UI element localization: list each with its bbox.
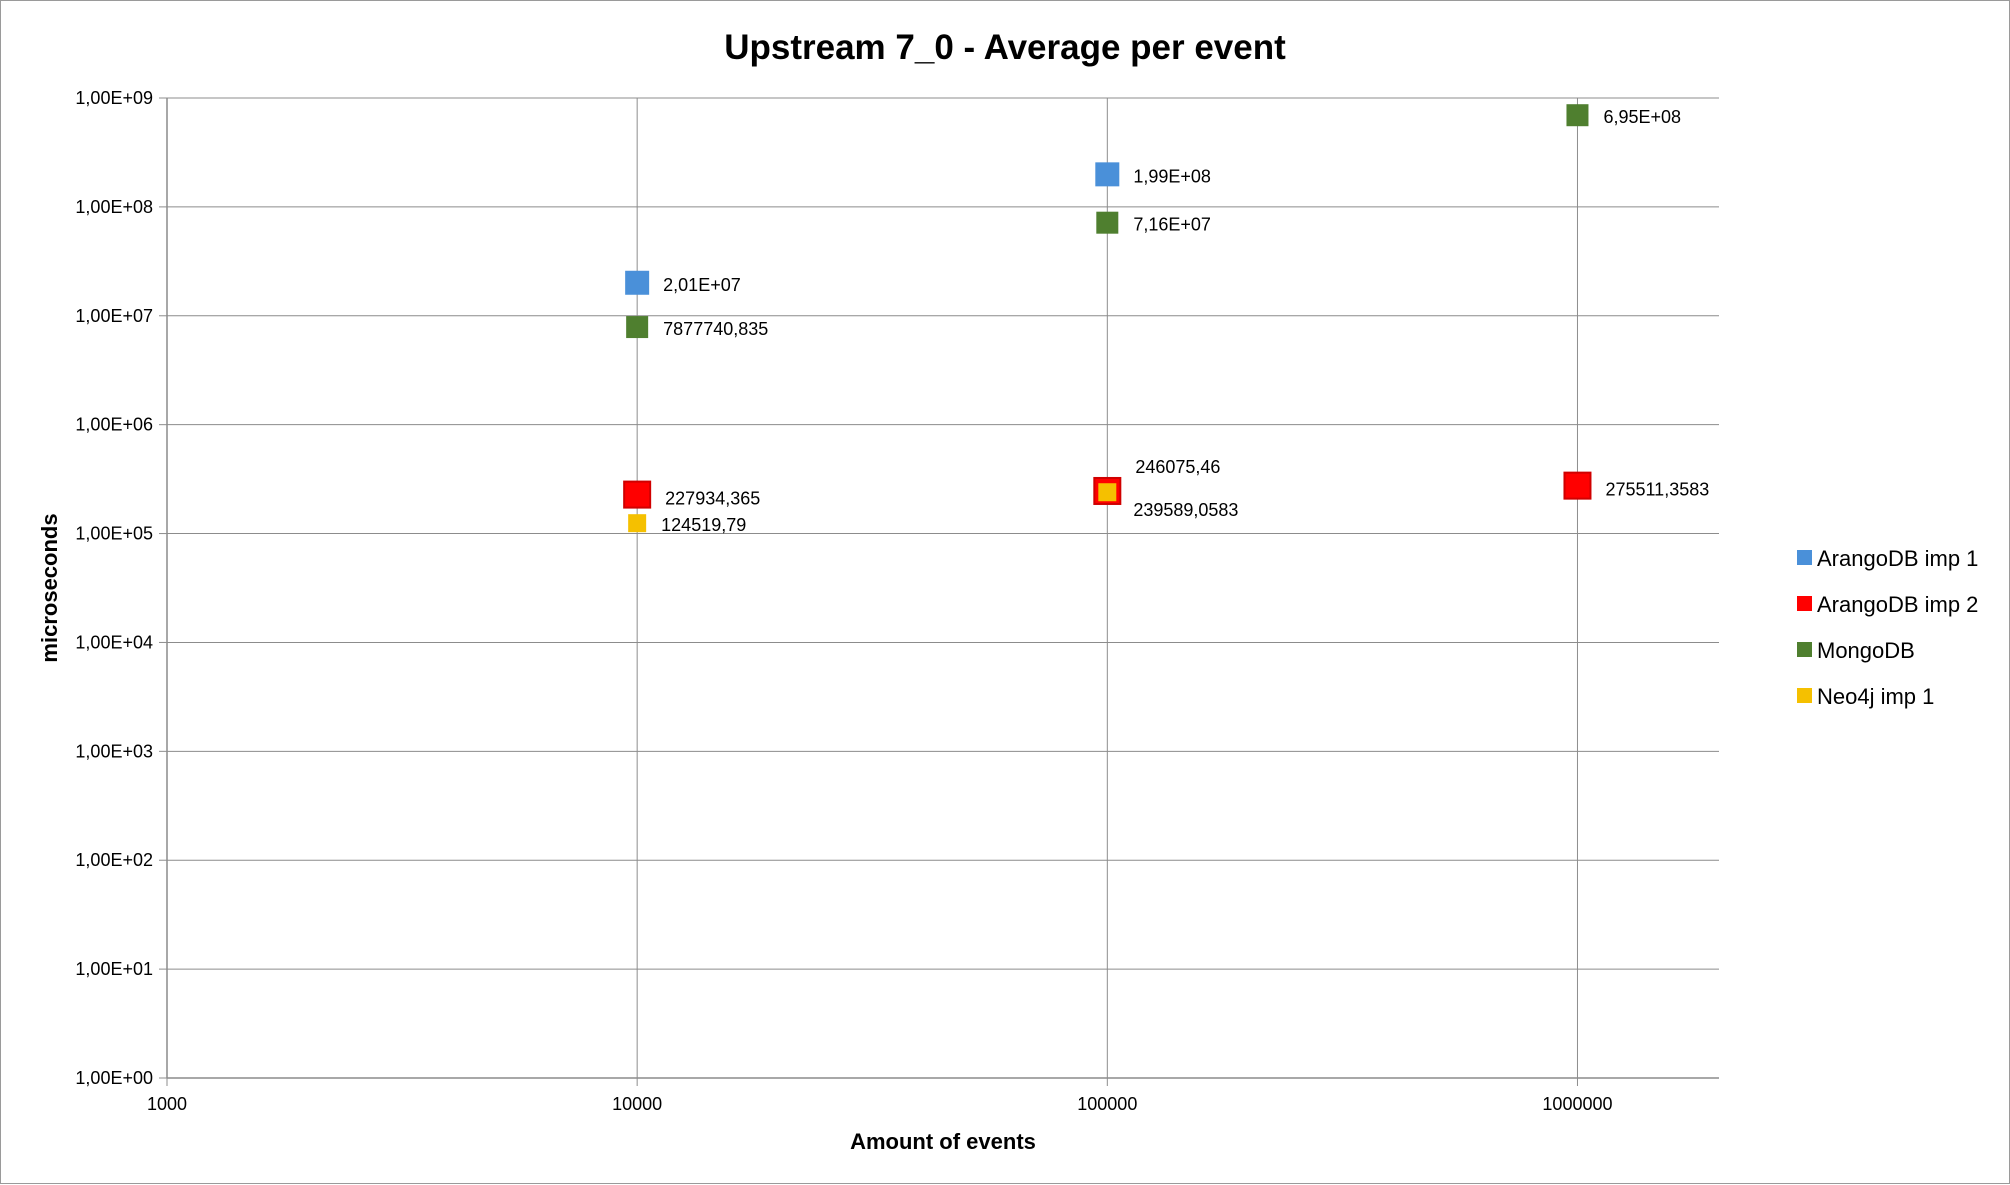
legend-label: MongoDB [1817,638,1915,663]
y-tick-label: 1,00E+05 [75,524,153,544]
y-tick-label: 1,00E+06 [75,415,153,435]
legend-swatch [1797,550,1812,565]
data-label: 124519,79 [661,515,746,535]
marker-arangodb-imp-1 [625,270,650,295]
data-labels: 2,01E+07 1,99E+08 227934,365 246075,46 27551… [661,107,1709,535]
marker-arangodb-imp-2 [623,480,652,509]
data-label: 246075,46 [1135,457,1220,477]
marker-arangodb-imp-2 [1563,471,1592,500]
marker-mongodb [626,316,649,339]
y-tick-label: 1,00E+08 [75,197,153,217]
y-tick-label: 1,00E+04 [75,632,153,652]
axis-ticks: 1,00E+00 1,00E+01 1,00E+02 1,00E+03 1,00E+04… [75,88,1612,1114]
data-label: 227934,365 [665,489,760,509]
legend-swatch [1797,688,1812,703]
data-label: 7,16E+07 [1133,215,1211,235]
marker-neo4j-imp-1 [628,514,647,533]
chart-title: Upstream 7_0 - Average per event [724,28,1286,67]
legend-label: Neo4j imp 1 [1817,684,1934,709]
data-label: 7877740,835 [663,319,768,339]
y-tick-label: 1,00E+00 [75,1068,153,1088]
y-axis-title: microseconds [37,513,62,662]
data-label: 1,99E+08 [1133,166,1211,186]
y-tick-label: 1,00E+07 [75,306,153,326]
marker-mongodb [1566,104,1589,127]
y-tick-label: 1,00E+09 [75,88,153,108]
grid [159,97,1719,1086]
legend: ArangoDB imp 1 ArangoDB imp 2 MongoDB Neo4j… [1797,546,1978,709]
legend-swatch [1797,642,1812,657]
data-markers [623,104,1592,533]
data-label: 275511,3583 [1605,480,1709,500]
legend-label: ArangoDB imp 2 [1817,592,1978,617]
marker-mongodb [1096,211,1119,234]
x-tick-label: 100000 [1077,1094,1137,1114]
y-tick-label: 1,00E+03 [75,741,153,761]
marker-neo4j-imp-1 [1098,483,1117,502]
legend-swatch [1797,596,1812,611]
legend-label: ArangoDB imp 1 [1817,546,1978,571]
x-tick-label: 1000000 [1542,1094,1612,1114]
data-label: 239589,0583 [1133,500,1238,520]
data-label: 6,95E+08 [1603,107,1681,127]
x-tick-label: 1000 [147,1094,187,1114]
marker-arangodb-imp-1 [1095,162,1120,187]
x-tick-label: 10000 [612,1094,662,1114]
y-tick-label: 1,00E+02 [75,850,153,870]
y-tick-label: 1,00E+01 [75,959,153,979]
x-axis-title: Amount of events [850,1129,1036,1154]
data-label: 2,01E+07 [663,275,741,295]
